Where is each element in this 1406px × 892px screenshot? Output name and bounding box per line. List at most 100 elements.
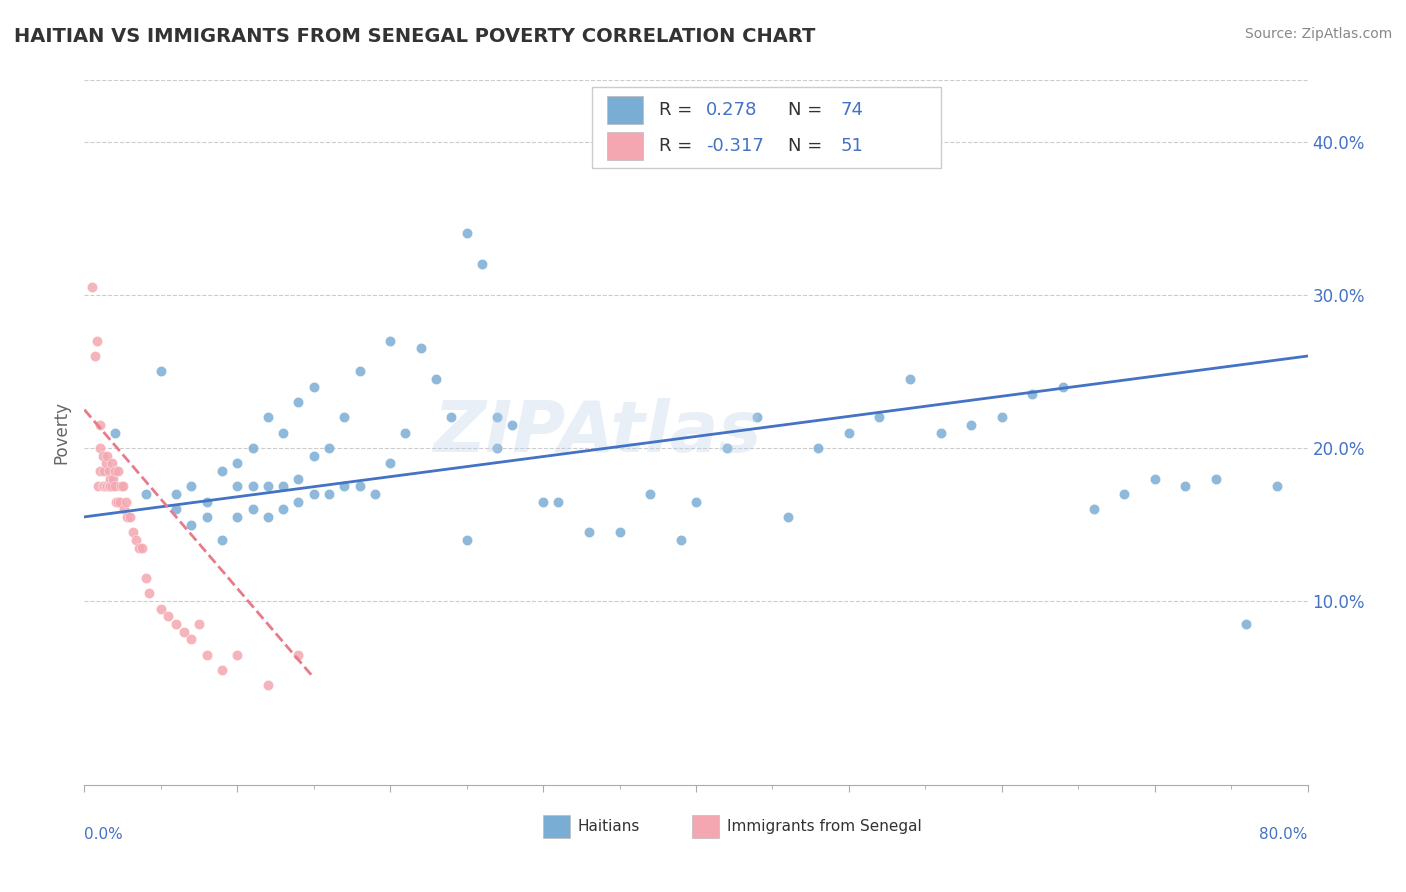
Point: [103, 472, 125, 486]
Point: [96, 449, 118, 463]
Point: [1205, 472, 1227, 486]
Point: [89, 464, 111, 478]
Point: [93, 479, 115, 493]
Text: 0.0%: 0.0%: [84, 827, 124, 842]
Point: [257, 509, 280, 524]
Point: [87, 479, 110, 493]
Point: [838, 425, 860, 440]
Point: [98, 479, 121, 493]
Point: [1143, 472, 1166, 486]
Text: 80.0%: 80.0%: [1260, 827, 1308, 842]
Text: ZIPAtlas: ZIPAtlas: [434, 398, 762, 467]
Point: [685, 494, 707, 508]
Text: R =: R =: [659, 137, 699, 155]
Text: Source: ZipAtlas.com: Source: ZipAtlas.com: [1244, 27, 1392, 41]
Point: [1114, 487, 1136, 501]
Point: [84, 349, 107, 363]
Point: [111, 479, 134, 493]
Point: [149, 364, 172, 378]
Point: [226, 479, 249, 493]
Point: [869, 410, 891, 425]
Point: [97, 464, 120, 478]
Point: [107, 464, 129, 478]
Point: [195, 509, 218, 524]
Point: [104, 479, 127, 493]
Point: [96, 479, 118, 493]
Point: [302, 379, 325, 393]
Point: [960, 417, 983, 432]
Text: HAITIAN VS IMMIGRANTS FROM SENEGAL POVERTY CORRELATION CHART: HAITIAN VS IMMIGRANTS FROM SENEGAL POVER…: [14, 27, 815, 45]
Point: [1265, 479, 1288, 493]
Point: [287, 494, 309, 508]
Point: [425, 372, 447, 386]
Point: [114, 494, 136, 508]
Point: [302, 487, 325, 501]
Bar: [606, 95, 644, 124]
Point: [242, 441, 264, 455]
Point: [409, 342, 432, 356]
Point: [991, 410, 1014, 425]
Point: [101, 456, 124, 470]
Point: [638, 487, 661, 501]
Point: [180, 632, 202, 647]
Point: [271, 479, 294, 493]
Point: [138, 586, 160, 600]
Point: [91, 479, 114, 493]
Point: [80, 280, 103, 294]
Point: [131, 541, 153, 555]
Point: [180, 517, 202, 532]
Bar: [592, 87, 941, 169]
Point: [380, 334, 402, 348]
Point: [94, 456, 117, 470]
Point: [149, 601, 172, 615]
Point: [333, 479, 356, 493]
Point: [104, 464, 127, 478]
Point: [93, 464, 115, 478]
Point: [165, 617, 187, 632]
Text: 51: 51: [841, 137, 863, 155]
Point: [125, 533, 148, 547]
Point: [318, 441, 340, 455]
Text: 0.278: 0.278: [706, 101, 756, 119]
Point: [128, 541, 150, 555]
Bar: [606, 132, 644, 161]
Bar: [543, 815, 569, 838]
Point: [271, 502, 294, 516]
Point: [1236, 617, 1258, 632]
Text: Immigrants from Senegal: Immigrants from Senegal: [727, 819, 921, 834]
Point: [226, 509, 249, 524]
Text: N =: N =: [787, 101, 828, 119]
Point: [195, 494, 218, 508]
Point: [89, 417, 111, 432]
Text: 74: 74: [841, 101, 863, 119]
Point: [211, 663, 233, 677]
Point: [115, 509, 138, 524]
Y-axis label: Poverty: Poverty: [52, 401, 70, 464]
Point: [226, 648, 249, 662]
Point: [108, 494, 131, 508]
Point: [86, 334, 108, 348]
Point: [98, 472, 121, 486]
Point: [380, 456, 402, 470]
Point: [165, 502, 187, 516]
Point: [105, 494, 128, 508]
Point: [287, 648, 309, 662]
Point: [135, 571, 157, 585]
Point: [195, 648, 218, 662]
Point: [578, 525, 600, 540]
Point: [211, 464, 233, 478]
Point: [104, 425, 127, 440]
Point: [257, 479, 280, 493]
Point: [394, 425, 416, 440]
Point: [1021, 387, 1043, 401]
Point: [135, 487, 157, 501]
Point: [929, 425, 952, 440]
Point: [287, 395, 309, 409]
Point: [486, 441, 509, 455]
Point: [122, 525, 145, 540]
Point: [242, 479, 264, 493]
Point: [173, 624, 195, 639]
Point: [609, 525, 631, 540]
Point: [669, 533, 692, 547]
Point: [226, 456, 249, 470]
